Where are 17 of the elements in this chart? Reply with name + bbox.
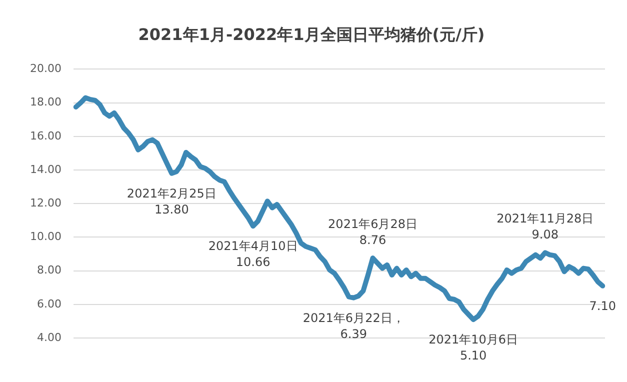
- chart-title: 2021年1月-2022年1月全国日平均猪价(元/斤): [138, 24, 485, 44]
- y-tick-label: 10.00: [30, 230, 62, 244]
- y-tick-label: 18.00: [30, 96, 62, 109]
- data-label: 2021年6月28日 8.76: [328, 217, 418, 248]
- data-label: 2021年6月22日， 6.39: [302, 310, 404, 341]
- y-tick-label: 20.00: [30, 62, 62, 76]
- y-tick-label: 12.00: [30, 196, 62, 210]
- data-label: 2021年2月25日 13.80: [126, 186, 216, 216]
- data-label: 2021年4月10日 10.66: [208, 239, 298, 270]
- data-label: 7.10: [589, 298, 616, 313]
- y-tick-label: 4.00: [36, 330, 62, 344]
- y-tick-label: 8.00: [36, 264, 62, 277]
- y-tick-label: 6.00: [36, 297, 62, 310]
- data-label: 2021年11月28日 9.08: [496, 212, 594, 242]
- y-tick-label: 14.00: [30, 162, 62, 176]
- y-tick-label: 16.00: [30, 129, 62, 142]
- data-label: 2021年10月6日 5.10: [428, 332, 518, 363]
